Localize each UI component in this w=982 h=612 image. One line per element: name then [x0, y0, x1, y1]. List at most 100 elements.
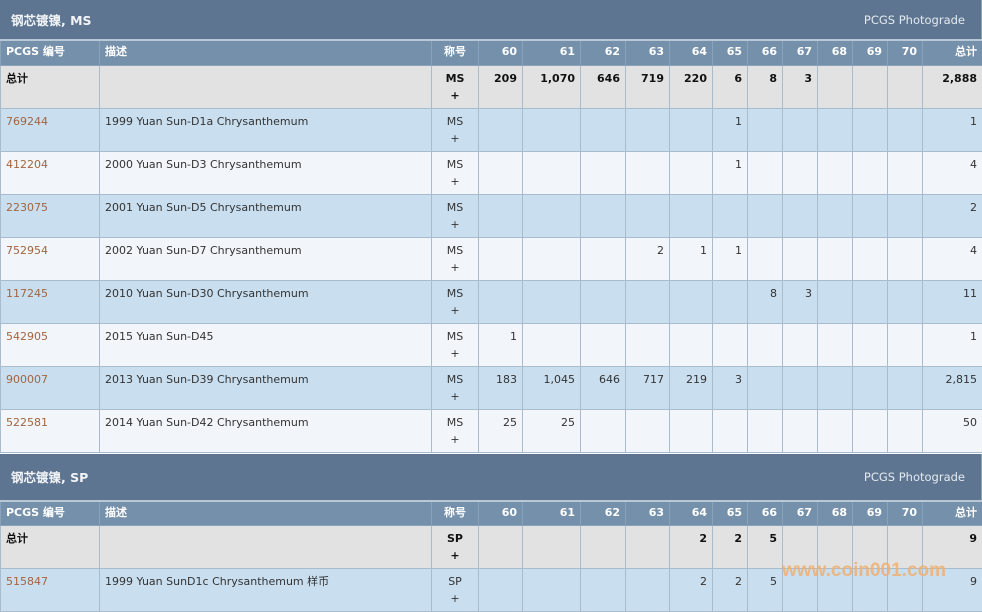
pcgs-cell: 117245 — [1, 280, 100, 323]
designation: MS — [447, 158, 463, 171]
plus-toggle[interactable]: + — [437, 131, 473, 147]
column-header[interactable]: 68 — [818, 501, 853, 526]
column-header[interactable]: 称号 — [432, 501, 479, 526]
grade-count — [818, 323, 853, 366]
column-header[interactable]: 64 — [670, 501, 713, 526]
grade-count — [853, 108, 888, 151]
grade-count[interactable]: 1 — [713, 151, 748, 194]
pcgs-number-link[interactable]: 522581 — [6, 416, 48, 429]
grade-count[interactable]: 25 — [479, 409, 523, 452]
grade-count[interactable]: 2 — [670, 569, 713, 612]
grade-count[interactable]: 219 — [670, 366, 713, 409]
pcgs-number-link[interactable]: 769244 — [6, 115, 48, 128]
column-header[interactable]: 69 — [853, 501, 888, 526]
grade-count[interactable]: 3 — [783, 280, 818, 323]
photograde-link[interactable]: PCGS Photograde — [864, 13, 965, 27]
column-header[interactable]: 66 — [748, 40, 783, 65]
column-header[interactable]: 70 — [888, 501, 923, 526]
grade-count — [713, 409, 748, 452]
column-header[interactable]: 69 — [853, 40, 888, 65]
pcgs-number-link[interactable]: 900007 — [6, 373, 48, 386]
pcgs-number-link[interactable]: 752954 — [6, 244, 48, 257]
total-count[interactable]: 1 — [923, 323, 982, 366]
grade-count[interactable]: 1 — [713, 108, 748, 151]
plus-toggle[interactable]: + — [437, 260, 473, 276]
total-count[interactable]: 2,815 — [923, 366, 982, 409]
grade-count[interactable]: 183 — [479, 366, 523, 409]
column-header[interactable]: 60 — [479, 40, 523, 65]
grade-count — [818, 151, 853, 194]
grade-count[interactable]: 25 — [523, 409, 581, 452]
grade-count[interactable]: 2 — [713, 569, 748, 612]
plus-toggle[interactable]: + — [437, 174, 473, 190]
grade-count: 719 — [626, 65, 670, 108]
column-header[interactable]: 68 — [818, 40, 853, 65]
column-header[interactable]: 65 — [713, 40, 748, 65]
column-header[interactable]: 总计 — [923, 40, 982, 65]
total-count[interactable]: 1 — [923, 108, 982, 151]
plus-toggle[interactable]: + — [437, 346, 473, 362]
column-header[interactable]: 64 — [670, 40, 713, 65]
description: 1999 Yuan Sun-D1a Chrysanthemum — [100, 108, 432, 151]
column-header[interactable]: 66 — [748, 501, 783, 526]
grade-count[interactable]: 1,045 — [523, 366, 581, 409]
description: 2014 Yuan Sun-D42 Chrysanthemum — [100, 409, 432, 452]
column-header[interactable]: 63 — [626, 40, 670, 65]
description: 2001 Yuan Sun-D5 Chrysanthemum — [100, 194, 432, 237]
grade-count — [479, 237, 523, 280]
column-header[interactable]: 61 — [523, 40, 581, 65]
plus-toggle[interactable]: + — [437, 591, 473, 607]
column-header[interactable]: 描述 — [100, 40, 432, 65]
pcgs-number-link[interactable]: 117245 — [6, 287, 48, 300]
grade-count[interactable]: 1 — [670, 237, 713, 280]
grade-count[interactable]: 2 — [626, 237, 670, 280]
plus-toggle[interactable]: + — [437, 389, 473, 405]
column-header[interactable]: 60 — [479, 501, 523, 526]
plus-toggle[interactable]: + — [437, 303, 473, 319]
column-header[interactable]: 62 — [581, 40, 626, 65]
column-header[interactable]: PCGS 编号 — [1, 40, 100, 65]
column-header[interactable]: 总计 — [923, 501, 982, 526]
pcgs-number-link[interactable]: 223075 — [6, 201, 48, 214]
grade-count — [626, 569, 670, 612]
column-header[interactable]: 70 — [888, 40, 923, 65]
column-header[interactable]: 描述 — [100, 501, 432, 526]
grade-count[interactable]: 3 — [713, 366, 748, 409]
pcgs-number-link[interactable]: 515847 — [6, 575, 48, 588]
grade-count — [581, 194, 626, 237]
total-count[interactable]: 2 — [923, 194, 982, 237]
column-header[interactable]: 63 — [626, 501, 670, 526]
column-header[interactable]: 65 — [713, 501, 748, 526]
grade-count[interactable]: 8 — [748, 280, 783, 323]
plus-toggle[interactable]: + — [437, 432, 473, 448]
total-count[interactable]: 50 — [923, 409, 982, 452]
column-header[interactable]: 61 — [523, 501, 581, 526]
total-count[interactable]: 4 — [923, 237, 982, 280]
plus-toggle[interactable]: + — [437, 88, 473, 104]
grade-count[interactable]: 1 — [479, 323, 523, 366]
grade-count[interactable]: 5 — [748, 569, 783, 612]
column-header[interactable]: 称号 — [432, 40, 479, 65]
total-count[interactable]: 4 — [923, 151, 982, 194]
photograde-link[interactable]: PCGS Photograde — [864, 470, 965, 484]
column-header[interactable]: 62 — [581, 501, 626, 526]
column-header[interactable]: 67 — [783, 501, 818, 526]
grade-count: 2 — [713, 526, 748, 569]
pcgs-number-link[interactable]: 542905 — [6, 330, 48, 343]
grade-count[interactable]: 646 — [581, 366, 626, 409]
designation-cell: SP+ — [432, 526, 479, 569]
total-count[interactable]: 11 — [923, 280, 982, 323]
column-header[interactable]: 67 — [783, 40, 818, 65]
grade-count[interactable]: 1 — [713, 237, 748, 280]
grade-count[interactable]: 717 — [626, 366, 670, 409]
column-header[interactable]: PCGS 编号 — [1, 501, 100, 526]
grade-count — [853, 323, 888, 366]
plus-toggle[interactable]: + — [437, 548, 473, 564]
plus-toggle[interactable]: + — [437, 217, 473, 233]
grade-count — [818, 194, 853, 237]
pcgs-number-link[interactable]: 412204 — [6, 158, 48, 171]
